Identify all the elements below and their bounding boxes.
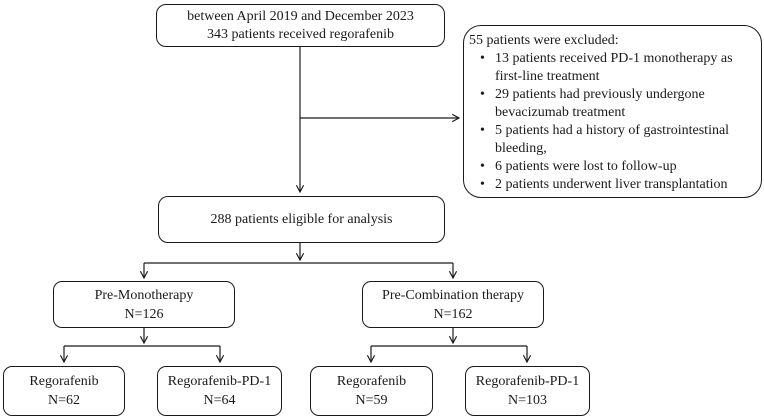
branch-count: N=126 [124, 306, 164, 322]
eligible-text: 288 patients eligible for analysis [210, 212, 393, 227]
leaf-count: N=62 [47, 393, 80, 408]
enrollment-line-2: 343 patients received regorafenib [207, 26, 394, 42]
excluded-item: 6 patients were lost to follow-up [469, 158, 757, 176]
pre-monotherapy-box: Pre-Monotherapy N=126 [53, 281, 235, 328]
regorafenib-pd1-mono-box: Regorafenib-PD-1 N=64 [157, 366, 282, 416]
excluded-item: 2 patients underwent liver transplantati… [469, 176, 757, 194]
leaf-count: N=103 [507, 393, 547, 408]
excluded-item: 5 patients had a history of gastrointest… [469, 122, 757, 158]
leaf-label: Regorafenib-PD-1 [167, 374, 272, 389]
enrollment-line-1: between April 2019 and December 2023 [187, 8, 414, 24]
regorafenib-mono-box: Regorafenib N=62 [3, 366, 125, 416]
branch-label: Pre-Monotherapy [94, 287, 194, 303]
eligible-box: 288 patients eligible for analysis [158, 196, 445, 243]
excluded-item: 29 patients had previously undergone bev… [469, 86, 757, 122]
regorafenib-pd1-combo-box: Regorafenib-PD-1 N=103 [465, 366, 590, 416]
excluded-item: 13 patients received PD-1 monotherapy as… [469, 50, 757, 86]
excluded-list: 13 patients received PD-1 monotherapy as… [469, 50, 757, 194]
enrollment-box: between April 2019 and December 2023 343… [156, 4, 445, 47]
leaf-label: Regorafenib-PD-1 [475, 374, 580, 389]
leaf-count: N=59 [355, 393, 388, 408]
regorafenib-combo-box: Regorafenib N=59 [310, 366, 433, 416]
leaf-count: N=64 [203, 393, 236, 408]
leaf-label: Regorafenib [336, 374, 407, 389]
leaf-label: Regorafenib [29, 374, 99, 389]
branch-count: N=162 [433, 306, 473, 322]
excluded-box: 55 patients were excluded: 13 patients r… [463, 25, 762, 198]
pre-combination-box: Pre-Combination therapy N=162 [362, 281, 544, 328]
branch-label: Pre-Combination therapy [382, 287, 524, 303]
excluded-title: 55 patients were excluded: [469, 33, 619, 48]
